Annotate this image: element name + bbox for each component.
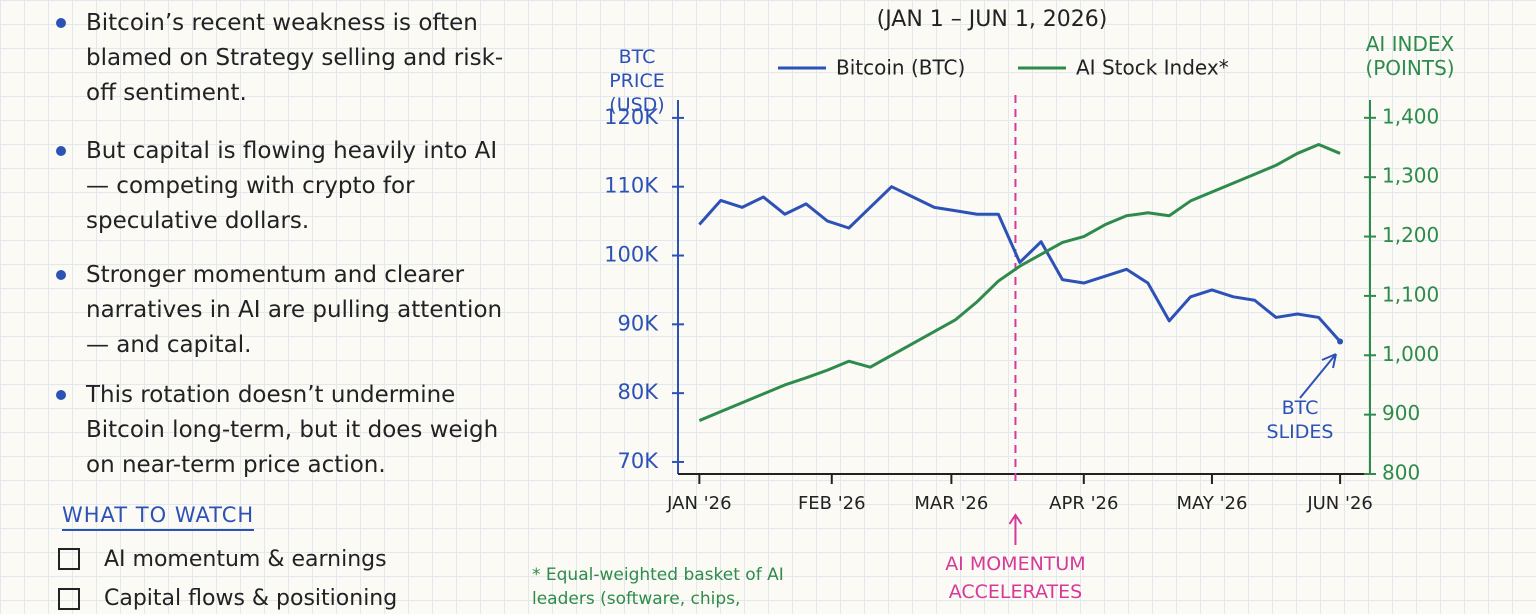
bullet-text: Stronger momentum and clearer narratives…: [86, 262, 503, 358]
watch-item: Capital flows & positioning: [104, 586, 398, 611]
x-tick-label: JUN '26: [1306, 493, 1373, 514]
bullet-dot: [56, 146, 66, 156]
y2-tick-label: 1,200: [1382, 223, 1439, 247]
y2-tick-label: 900: [1382, 401, 1420, 425]
bullet-text: Bitcoin’s recent weakness is often blame…: [86, 10, 504, 106]
bullet-text: But capital is flowing heavily into AI —…: [86, 138, 498, 234]
y-tick-label: 90K: [618, 311, 660, 335]
x-tick-label: MAR '26: [914, 493, 988, 514]
annotation: AI MOMENTUM ACCELERATES: [945, 553, 1086, 603]
y2-tick-label: 1,300: [1382, 164, 1439, 188]
annotation-arrow: [1008, 513, 1023, 545]
checkbox[interactable]: [58, 588, 80, 610]
y-tick-label: 110K: [604, 174, 659, 198]
x-tick-label: MAY '26: [1176, 493, 1247, 514]
watch-item: AI momentum & earnings: [104, 547, 387, 572]
y2-axis-label: AI INDEX (POINTS): [1365, 32, 1455, 80]
y-axis-label: BTC PRICE (USD): [609, 46, 665, 116]
annotation: BTC SLIDES: [1266, 397, 1334, 443]
bullet-dot: [56, 390, 66, 400]
y2-tick-label: 800: [1382, 461, 1420, 485]
series-line: [698, 143, 1341, 422]
x-tick-label: JAN '26: [666, 493, 731, 514]
legend-label: AI Stock Index*: [1076, 56, 1229, 80]
watch-title: WHAT TO WATCH: [62, 503, 255, 531]
y-tick-label: 80K: [618, 380, 660, 404]
end-point: [1337, 338, 1344, 345]
y-tick-label: 100K: [604, 243, 659, 267]
y-tick-label: 70K: [618, 449, 660, 473]
bullet-text: This rotation doesn’t undermine Bitcoin …: [86, 382, 499, 478]
checkbox[interactable]: [58, 548, 80, 570]
x-tick-label: APR '26: [1049, 493, 1118, 514]
annotation-arrow: [1299, 353, 1337, 399]
chart-subtitle: (JAN 1 – JUN 1, 2026): [877, 7, 1108, 32]
x-tick-label: FEB '26: [798, 493, 866, 514]
y2-tick-label: 1,100: [1382, 282, 1439, 306]
y-tick-label: 120K: [604, 105, 659, 129]
bullet-dot: [56, 270, 66, 280]
footnote: * Equal-weighted basket of AI leaders (s…: [532, 565, 784, 609]
bullet-dot: [56, 18, 66, 28]
y2-tick-label: 1,400: [1382, 104, 1439, 128]
series-line: [698, 185, 1342, 343]
y2-tick-label: 1,000: [1382, 342, 1439, 366]
legend-label: Bitcoin (BTC): [836, 56, 965, 80]
